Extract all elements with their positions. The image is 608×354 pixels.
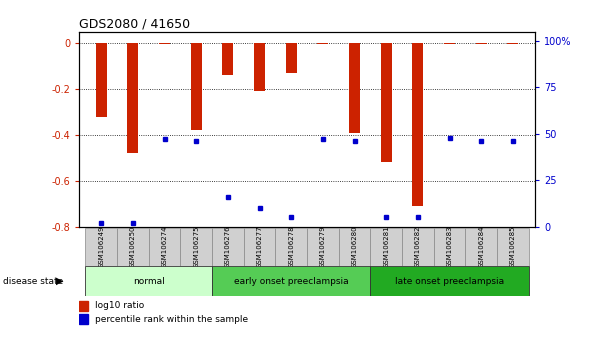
FancyBboxPatch shape <box>117 228 149 266</box>
Bar <box>79 301 88 311</box>
Text: GSM106275: GSM106275 <box>193 225 199 268</box>
Text: percentile rank within the sample: percentile rank within the sample <box>95 315 248 324</box>
Bar <box>254 43 265 91</box>
Bar <box>127 43 139 153</box>
FancyBboxPatch shape <box>434 228 465 266</box>
Text: disease state: disease state <box>3 277 63 286</box>
Bar <box>191 43 202 130</box>
FancyBboxPatch shape <box>85 228 117 266</box>
Bar <box>79 314 88 324</box>
Text: GSM106249: GSM106249 <box>98 225 104 268</box>
Bar <box>444 43 455 45</box>
FancyBboxPatch shape <box>149 228 181 266</box>
Bar <box>381 43 392 162</box>
Text: late onset preeclampsia: late onset preeclampsia <box>395 277 504 286</box>
Text: ▶: ▶ <box>56 276 63 286</box>
Text: GSM106277: GSM106277 <box>257 225 263 268</box>
Text: GSM106285: GSM106285 <box>510 225 516 268</box>
Bar <box>95 43 107 116</box>
FancyBboxPatch shape <box>370 228 402 266</box>
FancyBboxPatch shape <box>212 266 370 296</box>
Bar <box>349 43 360 133</box>
Text: GSM106284: GSM106284 <box>478 225 484 268</box>
Text: GSM106279: GSM106279 <box>320 225 326 268</box>
Bar <box>317 43 328 45</box>
Text: GSM106276: GSM106276 <box>225 225 231 268</box>
Bar <box>223 43 233 75</box>
Text: GSM106274: GSM106274 <box>162 225 168 268</box>
Bar <box>286 43 297 73</box>
FancyBboxPatch shape <box>370 266 529 296</box>
Text: GDS2080 / 41650: GDS2080 / 41650 <box>79 18 190 31</box>
Bar <box>507 43 519 45</box>
FancyBboxPatch shape <box>212 228 244 266</box>
FancyBboxPatch shape <box>85 266 212 296</box>
Text: GSM106281: GSM106281 <box>383 225 389 268</box>
FancyBboxPatch shape <box>465 228 497 266</box>
FancyBboxPatch shape <box>181 228 212 266</box>
Text: GSM106283: GSM106283 <box>446 225 452 268</box>
FancyBboxPatch shape <box>244 228 275 266</box>
FancyBboxPatch shape <box>307 228 339 266</box>
Text: GSM106280: GSM106280 <box>351 225 358 268</box>
Text: normal: normal <box>133 277 165 286</box>
Text: GSM106282: GSM106282 <box>415 225 421 268</box>
FancyBboxPatch shape <box>339 228 370 266</box>
Text: GSM106250: GSM106250 <box>130 225 136 268</box>
Text: log10 ratio: log10 ratio <box>95 302 144 310</box>
Text: early onset preeclampsia: early onset preeclampsia <box>234 277 348 286</box>
FancyBboxPatch shape <box>497 228 529 266</box>
Bar <box>412 43 423 206</box>
Bar <box>475 43 487 45</box>
FancyBboxPatch shape <box>402 228 434 266</box>
Text: GSM106278: GSM106278 <box>288 225 294 268</box>
Bar <box>159 43 170 45</box>
FancyBboxPatch shape <box>275 228 307 266</box>
